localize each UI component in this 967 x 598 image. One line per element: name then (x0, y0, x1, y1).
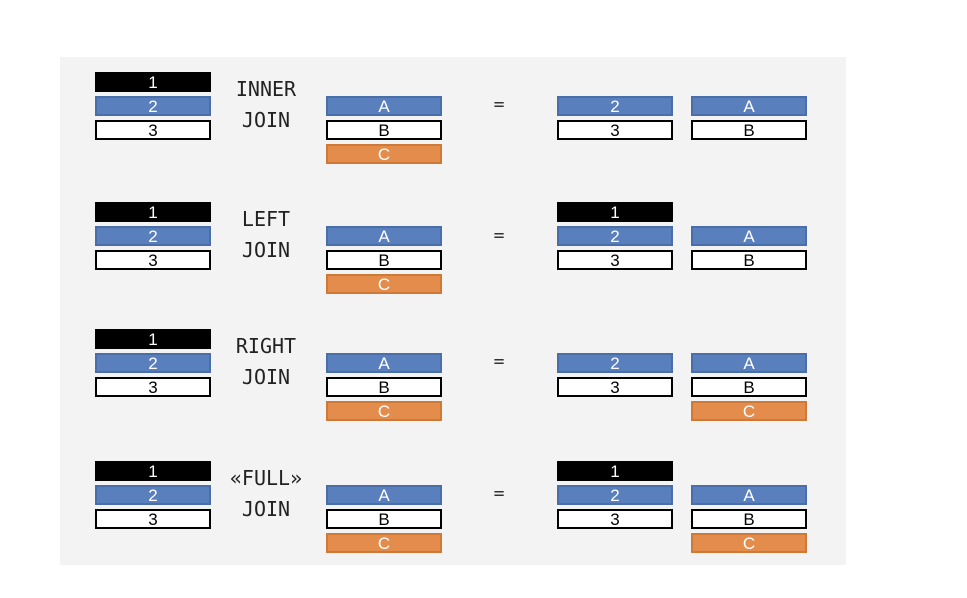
join-label-line1: «FULL» (229, 466, 303, 490)
right-table-cell-a: A (326, 353, 442, 373)
left-table-cell-3: 3 (95, 120, 211, 140)
right-table-cell-c: C (326, 401, 442, 421)
result-right-cell: B (691, 377, 807, 397)
result-left-cell: 2 (557, 226, 673, 246)
equals-sign: = (493, 351, 505, 372)
result-right-cell: A (691, 96, 807, 116)
right-table-cell-c: C (326, 533, 442, 553)
right-table-cell-b: B (326, 120, 442, 140)
left-table-cell-2: 2 (95, 96, 211, 116)
right-table-cell-a: A (326, 96, 442, 116)
right-table-cell-c: C (326, 274, 442, 294)
join-label-line1: INNER (235, 77, 297, 101)
result-left-cell: 2 (557, 96, 673, 116)
result-right-cell: C (691, 533, 807, 553)
result-right-cell: C (691, 401, 807, 421)
join-label-line2: JOIN (241, 238, 291, 262)
right-table-cell-b: B (326, 377, 442, 397)
join-label-line1: LEFT (241, 207, 291, 231)
result-left-cell: 1 (557, 461, 673, 481)
equals-sign: = (493, 483, 505, 504)
left-table-cell-2: 2 (95, 226, 211, 246)
result-right-cell: A (691, 226, 807, 246)
result-left-cell: 3 (557, 509, 673, 529)
result-left-cell: 2 (557, 485, 673, 505)
right-table-cell-a: A (326, 226, 442, 246)
right-table-cell-b: B (326, 509, 442, 529)
left-table-cell-1: 1 (95, 202, 211, 222)
join-label-line2: JOIN (241, 365, 291, 389)
left-table-cell-3: 3 (95, 250, 211, 270)
join-label-line2: JOIN (241, 108, 291, 132)
right-table-cell-c: C (326, 144, 442, 164)
left-table-cell-1: 1 (95, 461, 211, 481)
right-table-cell-a: A (326, 485, 442, 505)
join-label-line1: RIGHT (235, 334, 297, 358)
right-table-cell-b: B (326, 250, 442, 270)
result-right-cell: B (691, 250, 807, 270)
left-table-cell-3: 3 (95, 377, 211, 397)
left-table-cell-3: 3 (95, 509, 211, 529)
join-label-line2: JOIN (241, 497, 291, 521)
result-right-cell: A (691, 353, 807, 373)
result-left-cell: 3 (557, 250, 673, 270)
result-left-cell: 1 (557, 202, 673, 222)
equals-sign: = (493, 225, 505, 246)
left-table-cell-2: 2 (95, 353, 211, 373)
equals-sign: = (493, 94, 505, 115)
left-table-cell-2: 2 (95, 485, 211, 505)
left-table-cell-1: 1 (95, 329, 211, 349)
result-right-cell: B (691, 120, 807, 140)
left-table-cell-1: 1 (95, 72, 211, 92)
result-left-cell: 3 (557, 120, 673, 140)
result-left-cell: 2 (557, 353, 673, 373)
result-right-cell: A (691, 485, 807, 505)
result-right-cell: B (691, 509, 807, 529)
result-left-cell: 3 (557, 377, 673, 397)
